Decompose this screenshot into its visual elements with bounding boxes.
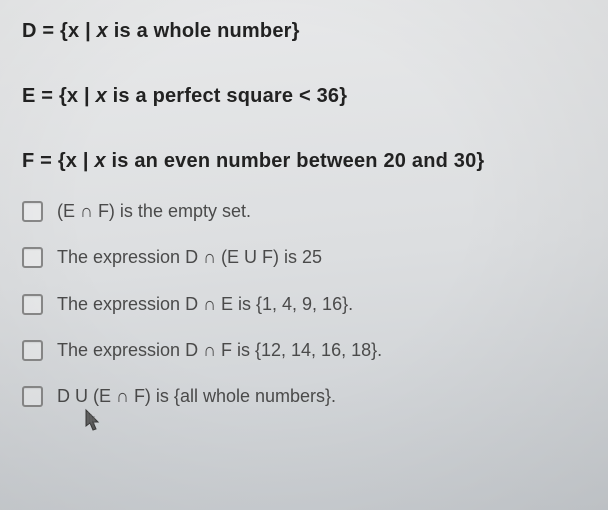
- checkbox-5[interactable]: [22, 386, 43, 407]
- def-E-rest: is a perfect square < 36}: [107, 85, 347, 107]
- option-row-5[interactable]: D U (E ∩ F) is {all whole numbers}.: [22, 384, 586, 408]
- mouse-pointer-icon: [82, 408, 106, 439]
- option-text-5: D U (E ∩ F) is {all whole numbers}.: [57, 384, 336, 408]
- option-row-2[interactable]: The expression D ∩ (E U F) is 25: [22, 245, 586, 269]
- def-E-eq: = {x |: [36, 85, 96, 107]
- def-D-eq: = {x |: [37, 20, 97, 42]
- checkbox-1[interactable]: [22, 201, 43, 222]
- definition-F: F = {x | x is an even number between 20 …: [22, 150, 586, 173]
- checkbox-2[interactable]: [22, 247, 43, 268]
- def-E-var: E: [22, 85, 36, 107]
- def-F-rest: is an even number between 20 and 30}: [106, 150, 485, 172]
- option-text-4: The expression D ∩ F is {12, 14, 16, 18}…: [57, 338, 382, 362]
- def-F-xvar: x: [94, 150, 105, 172]
- def-D-var: D: [22, 20, 37, 42]
- def-E-xvar: x: [96, 85, 107, 107]
- def-F-eq: = {x |: [34, 150, 94, 172]
- def-D-rest: is a whole number}: [108, 20, 300, 42]
- option-text-2: The expression D ∩ (E U F) is 25: [57, 245, 322, 269]
- def-F-var: F: [22, 150, 34, 172]
- option-row-4[interactable]: The expression D ∩ F is {12, 14, 16, 18}…: [22, 338, 586, 362]
- options-list: (E ∩ F) is the empty set. The expression…: [22, 199, 586, 408]
- option-text-3: The expression D ∩ E is {1, 4, 9, 16}.: [57, 292, 353, 316]
- checkbox-4[interactable]: [22, 340, 43, 361]
- checkbox-3[interactable]: [22, 294, 43, 315]
- definition-D: D = {x | x is a whole number}: [22, 20, 586, 43]
- def-D-xvar: x: [97, 20, 108, 42]
- definition-E: E = {x | x is a perfect square < 36}: [22, 85, 586, 108]
- option-text-1: (E ∩ F) is the empty set.: [57, 199, 251, 223]
- option-row-1[interactable]: (E ∩ F) is the empty set.: [22, 199, 586, 223]
- option-row-3[interactable]: The expression D ∩ E is {1, 4, 9, 16}.: [22, 292, 586, 316]
